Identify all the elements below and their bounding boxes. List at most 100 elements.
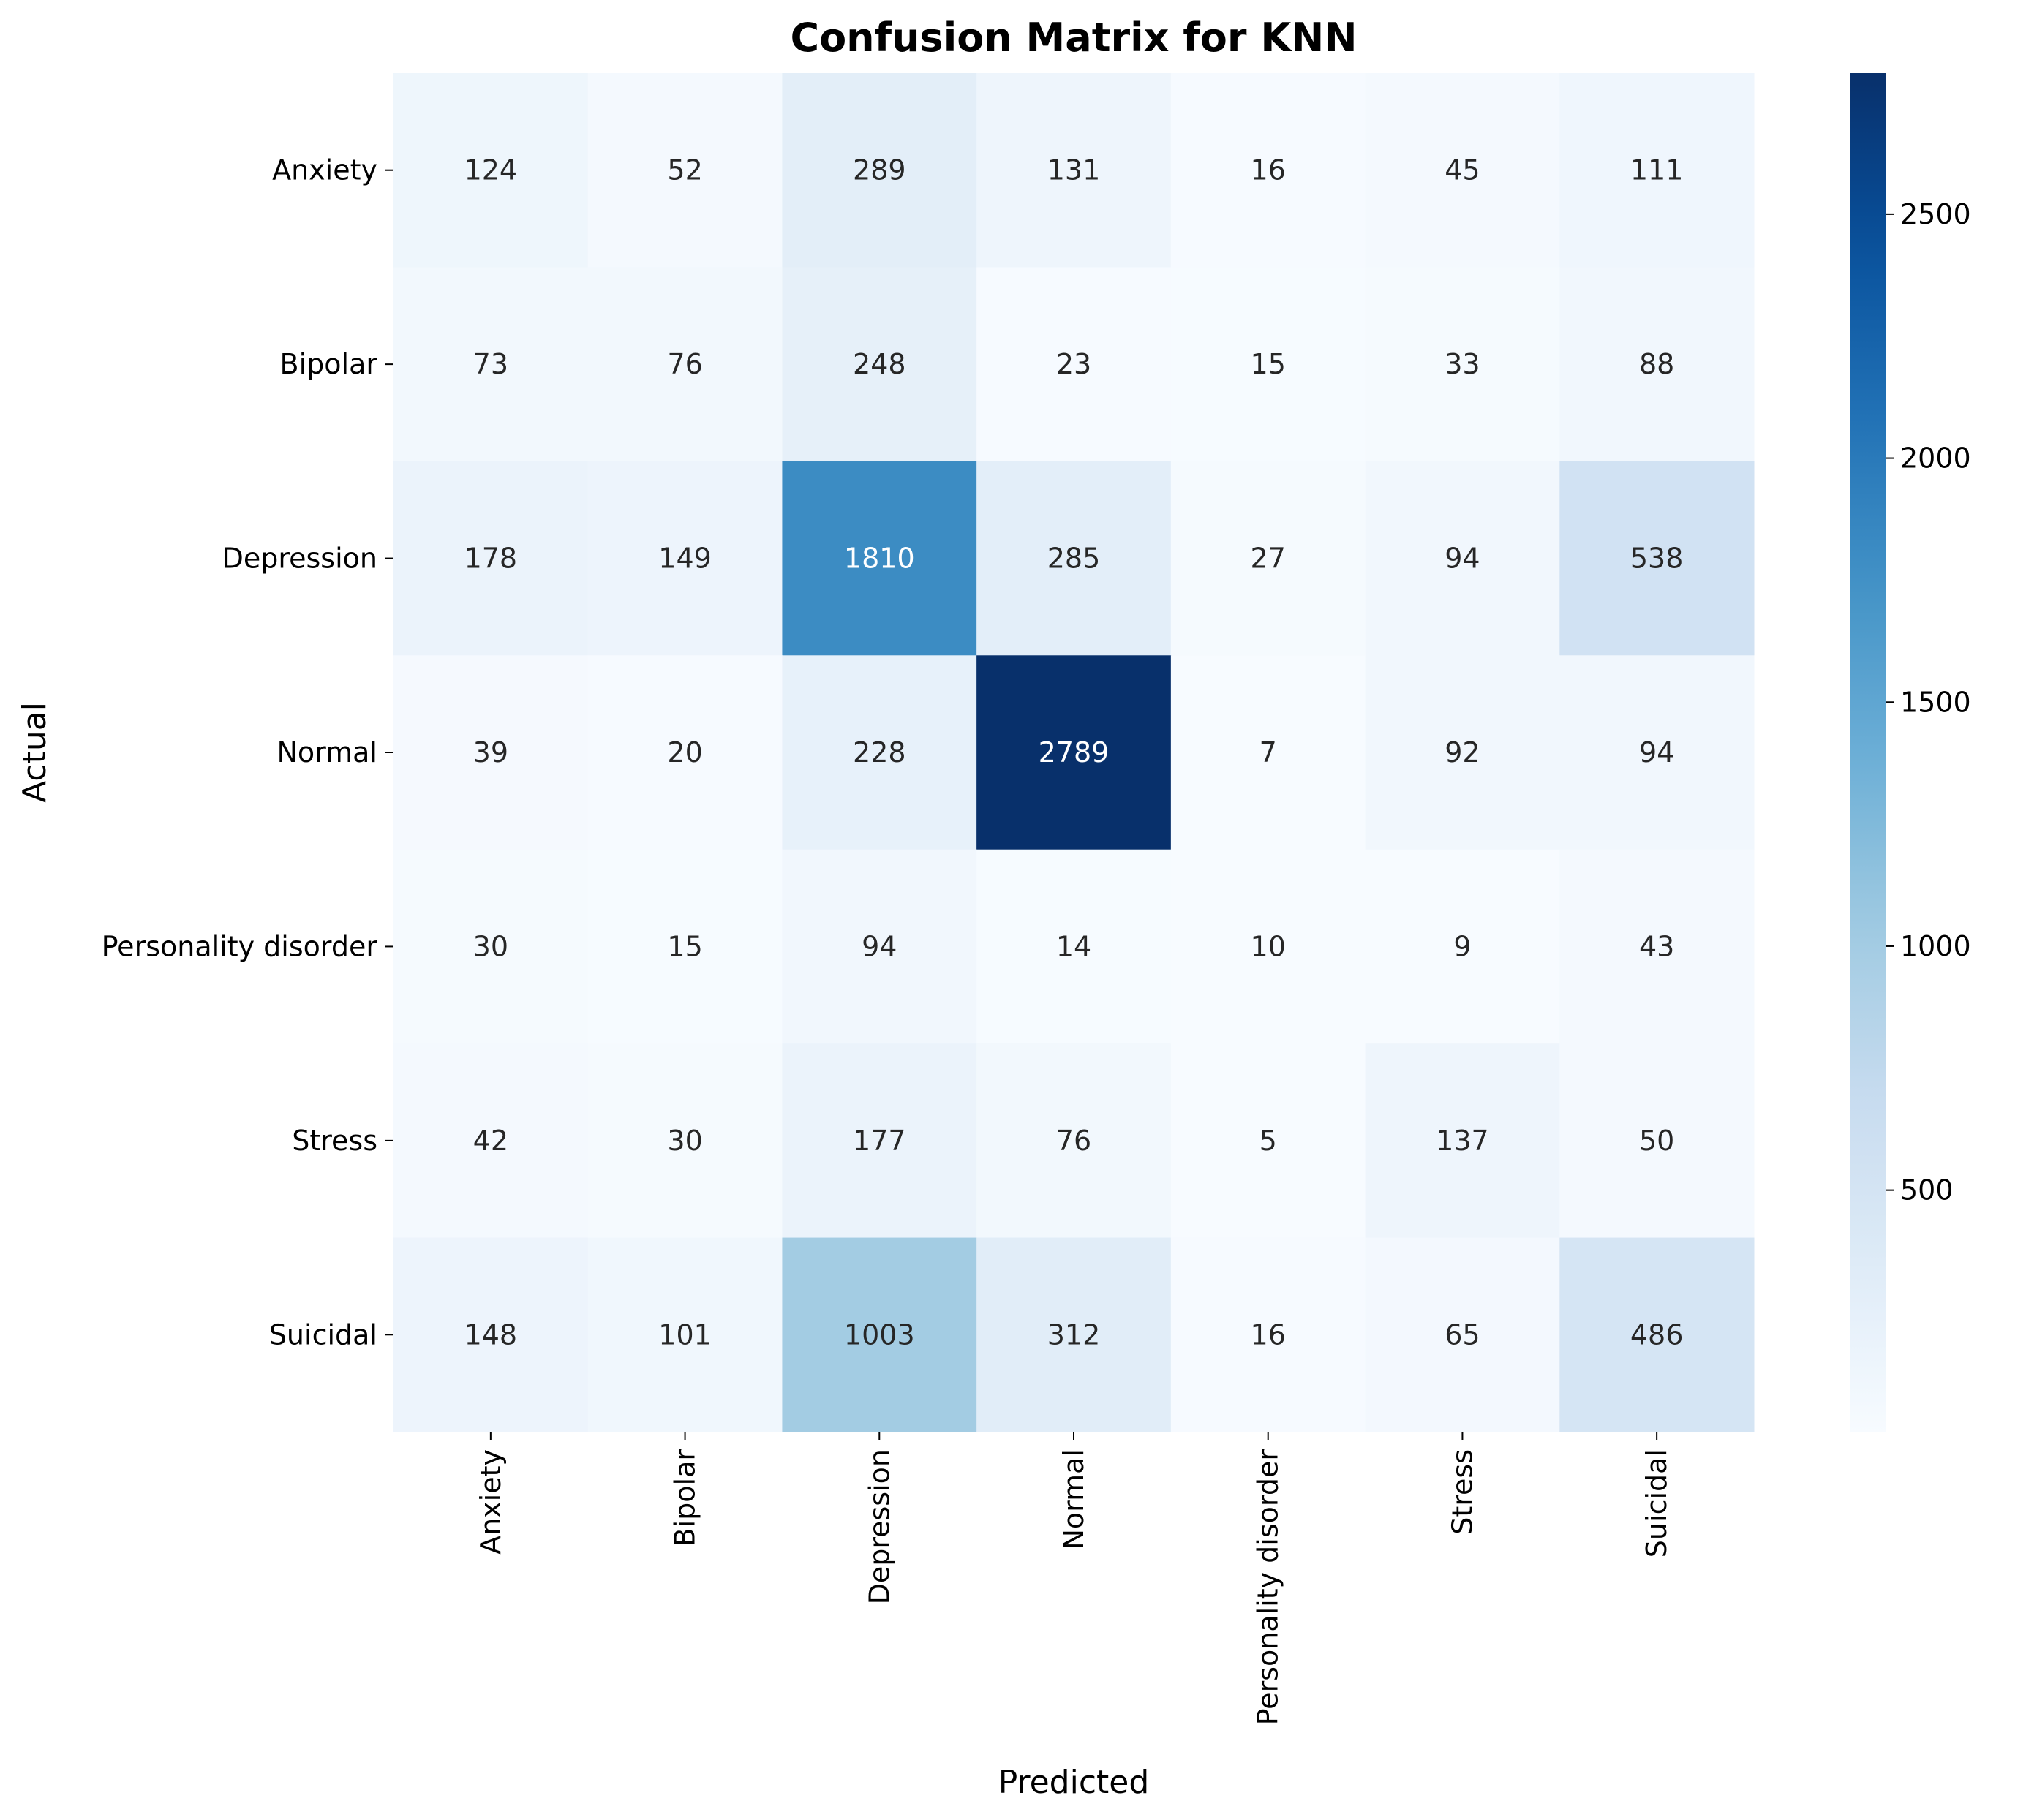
cell-value-label: 248 xyxy=(853,348,906,380)
y-tick-label: Stress xyxy=(292,1125,377,1157)
heatmap-cell xyxy=(1365,267,1560,462)
heatmap-cell xyxy=(393,461,589,656)
cell-value-label: 149 xyxy=(658,543,712,575)
heatmap-cell xyxy=(1170,1237,1366,1432)
heatmap-cell xyxy=(976,655,1172,850)
cell-value-label: 10 xyxy=(1251,930,1286,962)
cell-value-label: 228 xyxy=(853,736,906,769)
y-tick-label: Depression xyxy=(222,543,377,575)
heatmap-cell xyxy=(1170,849,1366,1044)
cell-value-label: 177 xyxy=(853,1125,906,1157)
heatmap-cell xyxy=(1559,73,1755,268)
heatmap-cell xyxy=(976,1237,1172,1432)
y-tick-label: Bipolar xyxy=(280,348,378,380)
heatmap-cell xyxy=(1170,73,1366,268)
heatmap-cell xyxy=(782,849,977,1044)
heatmap-cell xyxy=(976,849,1172,1044)
heatmap-cell xyxy=(393,655,589,850)
cell-value-label: 39 xyxy=(473,736,508,769)
cell-value-label: 137 xyxy=(1436,1125,1489,1157)
colorbar-tick-label: 2000 xyxy=(1900,442,1971,475)
y-tick-label: Normal xyxy=(277,736,378,769)
cell-value-label: 94 xyxy=(1639,736,1674,769)
heatmap-cell xyxy=(1559,267,1755,462)
cell-value-label: 30 xyxy=(473,930,508,962)
chart-title: Confusion Matrix for KNN xyxy=(790,15,1357,61)
colorbar-tick-label: 2500 xyxy=(1900,198,1971,230)
cell-value-label: 111 xyxy=(1630,154,1684,186)
x-tick-label: Anxiety xyxy=(475,1449,507,1555)
heatmap-cell xyxy=(1170,461,1366,656)
cell-value-label: 76 xyxy=(1056,1125,1091,1157)
heatmap-cell xyxy=(1170,1043,1366,1239)
heatmap-cells xyxy=(393,73,1755,1432)
heatmap-cell xyxy=(1559,461,1755,656)
colorbar-tick-label: 1500 xyxy=(1900,686,1971,718)
heatmap-cell xyxy=(782,267,977,462)
heatmap-cell xyxy=(782,461,977,656)
cell-value-label: 88 xyxy=(1639,348,1674,380)
cell-value-label: 94 xyxy=(1445,543,1480,575)
cell-value-label: 45 xyxy=(1445,154,1480,186)
cell-value-label: 148 xyxy=(464,1318,518,1351)
heatmap-cell xyxy=(587,1043,783,1239)
cell-value-label: 65 xyxy=(1445,1318,1480,1351)
cell-value-label: 124 xyxy=(464,154,518,186)
cell-value-label: 23 xyxy=(1056,348,1091,380)
x-axis-ticks: Anxiety Bipolar Depression Normal Personalit… xyxy=(475,1432,1673,1725)
cell-value-label: 131 xyxy=(1047,154,1101,186)
heatmap-cell xyxy=(587,849,783,1044)
cell-value-label: 15 xyxy=(1251,348,1286,380)
x-tick-label: Stress xyxy=(1446,1449,1478,1535)
y-tick-label: Personality disorder xyxy=(102,930,378,962)
heatmap-cell xyxy=(1365,461,1560,656)
cell-value-label: 76 xyxy=(667,348,702,380)
x-tick-label: Personality disorder xyxy=(1252,1449,1284,1726)
heatmap-cell xyxy=(1365,849,1560,1044)
y-axis-ticks: Anxiety Bipolar Depression Normal Personalit… xyxy=(102,154,393,1351)
heatmap-cell xyxy=(1365,73,1560,268)
cell-value-label: 7 xyxy=(1259,736,1277,769)
cell-value-label: 43 xyxy=(1639,930,1674,962)
cell-value-label: 2789 xyxy=(1039,736,1110,769)
heatmap-cell xyxy=(393,1043,589,1239)
heatmap-cell xyxy=(1365,655,1560,850)
heatmap-cell xyxy=(1365,1237,1560,1432)
heatmap-cell xyxy=(587,1237,783,1432)
cell-value-label: 20 xyxy=(667,736,702,769)
heatmap-cell xyxy=(782,1237,977,1432)
heatmap-cell xyxy=(1170,267,1366,462)
cell-value-label: 27 xyxy=(1251,543,1286,575)
heatmap-cell xyxy=(782,1043,977,1239)
heatmap-cell xyxy=(587,461,783,656)
heatmap-cell xyxy=(976,1043,1172,1239)
cell-value-label: 289 xyxy=(853,154,906,186)
cell-value-label: 33 xyxy=(1445,348,1480,380)
cell-value-label: 30 xyxy=(667,1125,702,1157)
heatmap-cell xyxy=(976,461,1172,656)
cell-value-label: 486 xyxy=(1630,1318,1684,1351)
heatmap-cell xyxy=(1559,849,1755,1044)
cell-value-label: 1003 xyxy=(844,1318,915,1351)
heatmap-cell xyxy=(1559,1237,1755,1432)
colorbar-gradient xyxy=(1850,73,1886,1432)
x-tick-label: Bipolar xyxy=(669,1449,701,1547)
heatmap-cell xyxy=(393,267,589,462)
cell-value-label: 14 xyxy=(1056,930,1091,962)
cell-value-label: 52 xyxy=(667,154,702,186)
heatmap-cell xyxy=(1170,655,1366,850)
cell-value-label: 101 xyxy=(658,1318,712,1351)
cell-value-label: 94 xyxy=(862,930,897,962)
heatmap-cell xyxy=(1559,655,1755,850)
heatmap-cell xyxy=(393,1237,589,1432)
cell-value-label: 92 xyxy=(1445,736,1480,769)
cell-value-label: 5 xyxy=(1259,1125,1277,1157)
heatmap-cell xyxy=(587,73,783,268)
cell-value-label: 312 xyxy=(1047,1318,1101,1351)
x-tick-label: Suicidal xyxy=(1641,1449,1673,1557)
heatmap-cell xyxy=(976,267,1172,462)
cell-value-label: 42 xyxy=(473,1125,508,1157)
